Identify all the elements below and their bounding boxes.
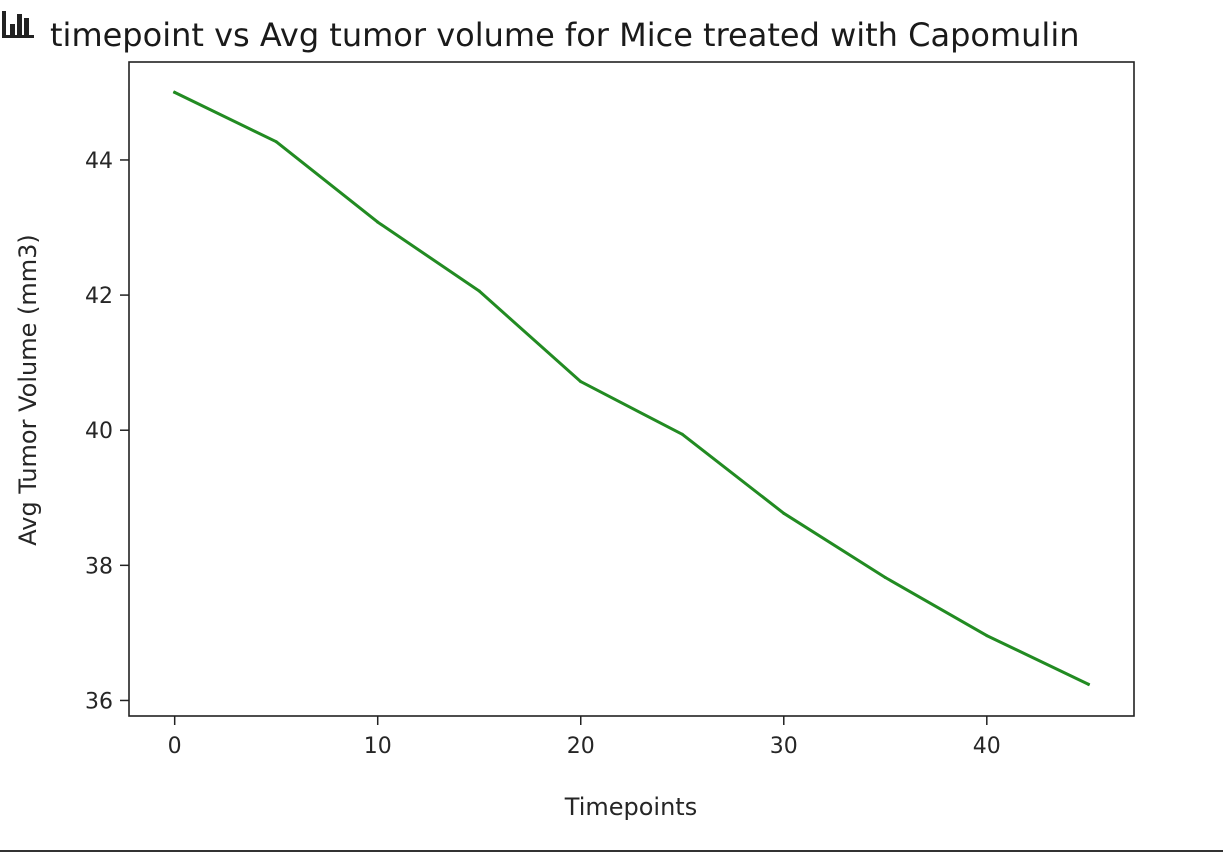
y-tick-label: 44 — [85, 149, 113, 174]
data-point — [477, 289, 481, 293]
plot-area: 0 10 20 30 40 36 38 40 42 44 — [85, 61, 1135, 759]
plot-frame — [128, 61, 1135, 717]
y-tick-label: 38 — [85, 554, 113, 579]
y-tick-label: 36 — [85, 689, 113, 714]
data-point — [782, 511, 786, 515]
data-point — [579, 380, 583, 384]
series-line — [172, 90, 1091, 687]
x-tick-label: 40 — [973, 734, 1001, 759]
data-point — [680, 432, 684, 436]
data-point — [376, 220, 380, 224]
x-tick-label: 10 — [364, 734, 392, 759]
chart-title: timepoint vs Avg tumor volume for Mice t… — [50, 16, 1079, 54]
data-point — [274, 140, 278, 144]
y-tick-label: 42 — [85, 284, 113, 309]
data-point — [173, 90, 177, 94]
data-point — [985, 634, 989, 638]
bar-chart-icon — [2, 11, 34, 38]
y-tick-label: 40 — [85, 419, 113, 444]
x-tick-label: 20 — [567, 734, 595, 759]
x-tick-label: 30 — [770, 734, 798, 759]
data-point — [883, 575, 887, 579]
y-axis-label: Avg Tumor Volume (mm3) — [14, 234, 42, 546]
data-point — [1086, 682, 1090, 686]
x-tick-label: 0 — [168, 734, 182, 759]
x-axis-label: Timepoints — [564, 793, 697, 821]
